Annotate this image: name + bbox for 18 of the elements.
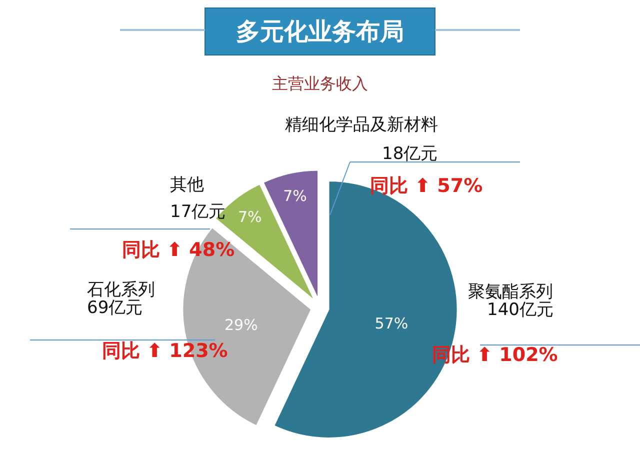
slice-label: 精细化学品及新材料 — [285, 115, 438, 135]
text: 140亿元 — [487, 300, 554, 320]
text: 同比 ⬆ 123% — [102, 340, 228, 362]
text: 同比 ⬆ 102% — [432, 344, 558, 366]
text: 17亿元 — [170, 202, 226, 222]
text: 18亿元 — [382, 144, 438, 164]
slice-label: 石化系列 — [87, 280, 155, 300]
chart-subtitle: 主营业务收入 — [272, 74, 368, 93]
text: 同比 ⬆ 57% — [370, 175, 483, 197]
text: 同比 ⬆ 48% — [122, 239, 235, 261]
data-label: 57% — [374, 314, 408, 332]
chart-title: 多元化业务布局 — [236, 17, 404, 46]
data-label: 7% — [283, 186, 307, 205]
text: 69亿元 — [87, 298, 143, 318]
slice-label: 其他 — [170, 175, 204, 195]
slice-label: 聚氨酯系列 — [468, 282, 553, 302]
data-label: 29% — [224, 316, 258, 334]
data-label: 7% — [238, 208, 262, 226]
